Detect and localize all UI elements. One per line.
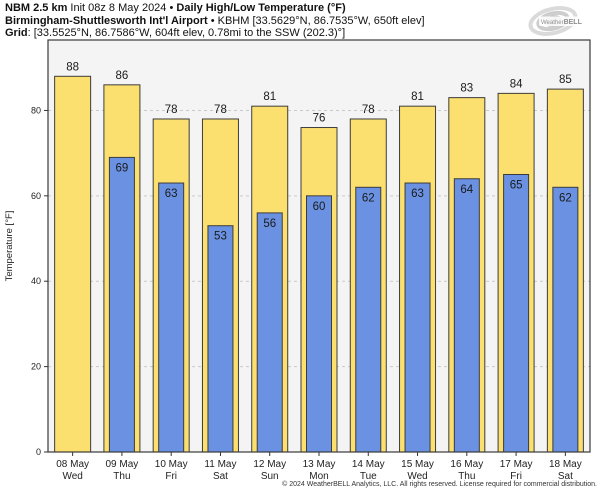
low-bar xyxy=(552,186,579,453)
high-value-label: 88 xyxy=(66,61,79,73)
x-tick-date-label: 11 May xyxy=(204,459,236,470)
x-tick-date-label: 10 May xyxy=(155,459,188,470)
low-value-label: 69 xyxy=(116,162,129,174)
x-tick-date-label: 13 May xyxy=(303,459,336,470)
low-bar xyxy=(404,182,431,453)
high-value-label: 78 xyxy=(165,104,178,116)
high-value-label: 85 xyxy=(559,74,572,86)
high-bar xyxy=(54,75,92,453)
station-name: Birmingham-Shuttlesworth Int'l Airport xyxy=(5,14,208,27)
x-tick-weekday-label: Fri xyxy=(510,471,522,482)
y-tick-label: 80 xyxy=(31,105,41,115)
high-value-label: 76 xyxy=(313,113,326,125)
logo-wordmark: WeatherBELL xyxy=(541,19,583,26)
copyright-notice: © 2024 WeatherBELL Analytics, LLC. All r… xyxy=(282,481,597,488)
x-tick-weekday-label: Mon xyxy=(309,471,328,482)
header-line-1: NBM 2.5 km Init 08z 8 May 2024 • Daily H… xyxy=(5,2,425,15)
x-tick-date-label: 14 May xyxy=(352,459,385,470)
header-line-3: Grid: [33.5525°N, 86.7586°W, 604ft elev,… xyxy=(5,27,425,40)
logo-text-weather: Weather xyxy=(541,20,564,26)
x-tick-weekday-label: Wed xyxy=(62,471,82,482)
chart-header: NBM 2.5 km Init 08z 8 May 2024 • Daily H… xyxy=(5,2,425,40)
low-value-label: 63 xyxy=(165,188,178,200)
x-tick-weekday-label: Wed xyxy=(407,471,427,482)
high-value-label: 81 xyxy=(411,91,424,103)
high-value-label: 78 xyxy=(362,104,375,116)
low-bar xyxy=(503,173,530,453)
low-bar xyxy=(256,212,283,453)
init-time: Init 08z 8 May 2024 • xyxy=(67,2,177,14)
grid-label: Grid xyxy=(5,27,28,39)
x-tick-weekday-label: Thu xyxy=(113,471,130,482)
high-value-label: 83 xyxy=(460,83,473,95)
grid-details: : [33.5525°N, 86.7586°W, 604ft elev, 0.7… xyxy=(27,27,346,39)
plot-frame xyxy=(47,39,591,453)
low-bar xyxy=(108,156,135,453)
station-details: • KBHM [33.5629°N, 86.7535°W, 650ft elev… xyxy=(207,14,425,27)
page-title: Daily High/Low Temperature (°F) xyxy=(176,2,346,14)
x-tick-date-label: 09 May xyxy=(106,459,139,470)
x-tick-date-label: 18 May xyxy=(549,459,582,470)
x-tick-weekday-label: Sat xyxy=(213,471,228,482)
x-tick-weekday-label: Thu xyxy=(458,471,475,482)
x-tick-date-label: 16 May xyxy=(450,459,483,470)
x-tick-date-label: 17 May xyxy=(500,459,533,470)
model-name: NBM 2.5 km xyxy=(5,2,68,14)
high-value-label: 81 xyxy=(263,91,276,103)
high-value-label: 78 xyxy=(214,104,227,116)
weatherbell-logo: WeatherBELL xyxy=(528,6,585,36)
low-value-label: 63 xyxy=(411,188,424,200)
low-bar xyxy=(355,186,382,453)
low-value-label: 53 xyxy=(214,231,227,243)
low-value-label: 65 xyxy=(510,179,523,191)
low-bar xyxy=(453,178,480,453)
logo-text-bell: BELL xyxy=(564,19,583,26)
low-bar xyxy=(306,195,332,453)
x-tick-weekday-label: Sun xyxy=(261,471,279,482)
low-bar xyxy=(207,225,234,453)
high-value-label: 86 xyxy=(116,70,129,82)
high-value-label: 84 xyxy=(510,78,523,90)
y-tick-label: 20 xyxy=(31,362,41,372)
x-tick-date-label: 15 May xyxy=(401,459,434,470)
low-value-label: 60 xyxy=(313,201,326,213)
low-value-label: 62 xyxy=(559,192,572,204)
x-tick-weekday-label: Tue xyxy=(360,471,377,482)
y-tick-label: 40 xyxy=(31,276,41,286)
y-tick-label: 60 xyxy=(31,191,41,201)
low-bar xyxy=(158,182,185,453)
x-tick-weekday-label: Fri xyxy=(165,471,177,482)
x-tick-date-label: 12 May xyxy=(253,459,286,470)
low-value-label: 64 xyxy=(460,184,473,196)
logo-text-plate xyxy=(539,16,585,26)
low-value-label: 62 xyxy=(362,192,375,204)
y-axis-title: Temperature [°F] xyxy=(4,211,15,282)
y-tick-label: 0 xyxy=(36,447,41,457)
low-value-label: 56 xyxy=(263,218,276,230)
x-tick-weekday-label: Sat xyxy=(558,471,573,482)
x-tick-date-label: 08 May xyxy=(56,459,89,470)
header-line-2: Birmingham-Shuttlesworth Int'l Airport •… xyxy=(5,15,425,28)
